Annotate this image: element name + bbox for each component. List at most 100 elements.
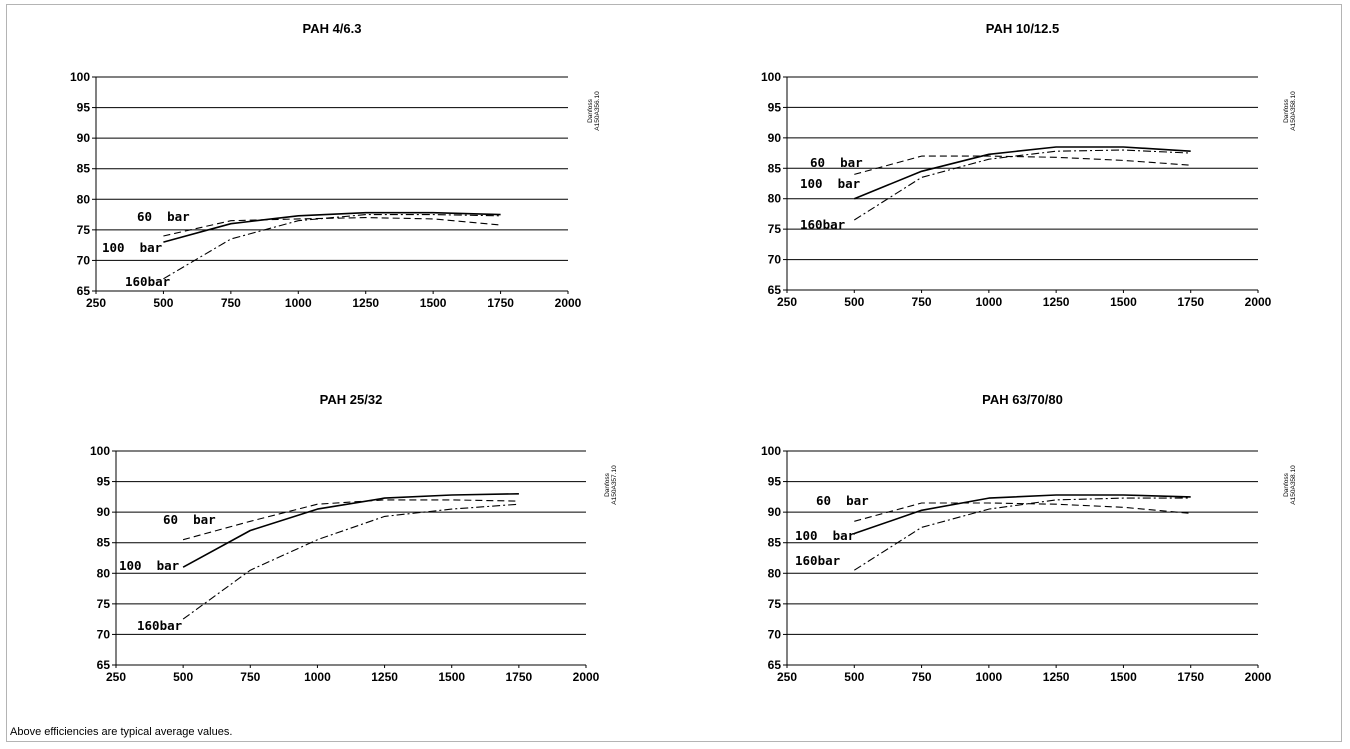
y-tick-label: 95 [768, 100, 782, 114]
series-label: 160bar [137, 618, 183, 633]
chart-panel: PAH 10/12.5 65 70 75 80 85 90 95 100 250 500 750 100… [761, 21, 1297, 309]
watermark-text: Danfoss [587, 98, 594, 123]
x-tick-label: 1750 [1177, 670, 1204, 684]
y-tick-label: 70 [768, 253, 782, 267]
x-tick-label: 750 [221, 296, 241, 310]
watermark-text: A150A358.10 [1290, 91, 1297, 131]
series-label: 160bar [795, 553, 841, 568]
footnote: Above efficiencies are typical average v… [10, 726, 233, 738]
y-tick-label: 65 [97, 658, 111, 672]
y-tick-label: 85 [768, 536, 782, 550]
series-line [182, 503, 519, 620]
watermark-text: Danfoss [604, 472, 611, 497]
y-tick-label: 70 [768, 627, 782, 641]
x-tick-label: 500 [173, 670, 193, 684]
y-tick-label: 80 [97, 566, 111, 580]
series-label: 60 bar [163, 512, 216, 527]
series-line [163, 217, 501, 237]
x-tick-label: 750 [912, 295, 932, 309]
x-tick-label: 1500 [1110, 295, 1137, 309]
y-tick-label: 75 [97, 597, 111, 611]
series-label: 60 bar [137, 209, 190, 224]
y-tick-label: 65 [768, 658, 782, 672]
series-line [182, 493, 519, 568]
watermark-text: A150A357.10 [611, 465, 618, 505]
series-line [854, 502, 1191, 522]
y-tick-label: 80 [768, 192, 782, 206]
chart-panel: PAH 25/32 65 70 75 80 85 90 95 100 250 500 750 1000 1… [90, 392, 618, 684]
series-line [853, 146, 1191, 200]
series-line [854, 497, 1191, 571]
series-label: 100 bar [795, 528, 856, 543]
series-line [163, 211, 501, 243]
x-tick-label: 250 [86, 296, 106, 310]
x-tick-label: 250 [106, 670, 126, 684]
y-tick-label: 100 [70, 70, 90, 84]
x-tick-label: 2000 [1245, 295, 1272, 309]
series-line [854, 149, 1191, 221]
watermark-text: A150A356.10 [594, 91, 601, 131]
watermark: Danfoss A150A358.10 [1283, 465, 1297, 505]
y-tick-label: 75 [77, 223, 91, 237]
watermark-text: Danfoss [1283, 472, 1290, 497]
y-tick-label: 65 [77, 284, 91, 298]
x-tick-label: 1250 [371, 670, 398, 684]
y-tick-label: 90 [768, 505, 782, 519]
y-tick-label: 90 [97, 505, 111, 519]
watermark-text: A150A358.10 [1290, 465, 1297, 505]
y-tick-label: 85 [768, 161, 782, 175]
series-line [854, 494, 1191, 535]
x-tick-label: 500 [153, 296, 173, 310]
y-tick-label: 100 [90, 444, 110, 458]
x-tick-label: 2000 [555, 296, 582, 310]
y-tick-label: 80 [768, 566, 782, 580]
x-tick-label: 1250 [352, 296, 379, 310]
y-tick-label: 100 [761, 70, 781, 84]
chart-panel: PAH 63/70/80 65 70 75 80 85 90 95 100 250 500 750 10… [761, 392, 1297, 684]
y-tick-label: 80 [77, 192, 91, 206]
y-tick-label: 75 [768, 597, 782, 611]
y-tick-label: 90 [768, 131, 782, 145]
x-tick-label: 2000 [1245, 670, 1272, 684]
chart-title: PAH 4/6.3 [302, 21, 361, 36]
x-tick-label: 1500 [438, 670, 465, 684]
x-tick-label: 1000 [285, 296, 312, 310]
y-tick-label: 85 [77, 162, 91, 176]
chart-title: PAH 10/12.5 [986, 21, 1059, 36]
y-tick-label: 70 [97, 627, 111, 641]
y-tick-label: 90 [77, 131, 91, 145]
x-tick-label: 500 [844, 670, 864, 684]
y-tick-label: 70 [77, 253, 91, 267]
x-tick-label: 1750 [506, 670, 533, 684]
series-label: 60 bar [816, 493, 869, 508]
x-tick-label: 250 [777, 670, 797, 684]
x-tick-label: 250 [777, 295, 797, 309]
series-line [163, 214, 501, 280]
watermark: Danfoss A150A356.10 [587, 91, 601, 131]
series-label: 60 bar [810, 155, 863, 170]
x-tick-label: 2000 [573, 670, 600, 684]
x-tick-label: 1500 [1110, 670, 1137, 684]
series-label: 100 bar [800, 176, 861, 191]
x-tick-label: 1000 [976, 295, 1003, 309]
series-label: 160bar [125, 274, 171, 289]
y-tick-label: 85 [97, 536, 111, 550]
series-line [854, 155, 1191, 175]
series-line [182, 499, 519, 541]
x-tick-label: 1250 [1043, 670, 1070, 684]
x-tick-label: 500 [844, 295, 864, 309]
y-tick-label: 95 [77, 101, 91, 115]
series-label: 160bar [800, 217, 846, 232]
chart-title: PAH 63/70/80 [982, 392, 1063, 407]
watermark: Danfoss A150A358.10 [1283, 91, 1297, 131]
x-tick-label: 750 [912, 670, 932, 684]
y-tick-label: 75 [768, 222, 782, 236]
x-tick-label: 1750 [487, 296, 514, 310]
x-tick-label: 1250 [1043, 295, 1070, 309]
x-tick-label: 750 [240, 670, 260, 684]
figure-frame [6, 4, 1342, 742]
x-tick-label: 1000 [976, 670, 1003, 684]
x-tick-label: 1500 [420, 296, 447, 310]
series-label: 100 bar [119, 558, 180, 573]
y-tick-label: 95 [97, 475, 111, 489]
